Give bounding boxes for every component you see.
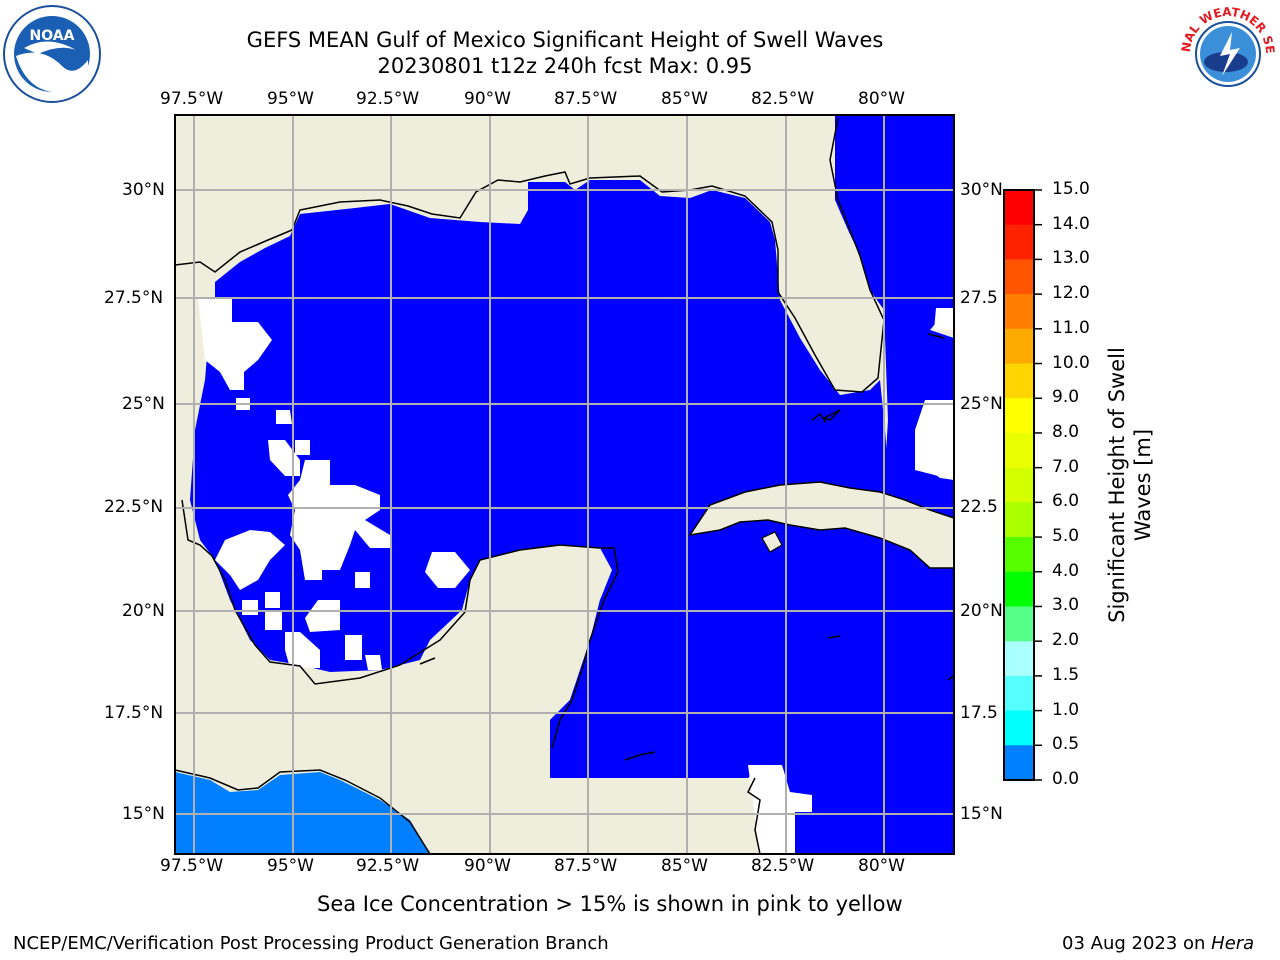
lat-label-left: 17.5°N xyxy=(104,703,164,723)
colorbar-tick-label: 7.0 xyxy=(1052,456,1080,477)
lon-label-bottom: 85°W xyxy=(661,856,708,876)
colorbar-tick-label: 11.0 xyxy=(1052,317,1090,338)
lat-label-right: 25°N xyxy=(960,394,1003,414)
lat-label-left: 27.5°N xyxy=(104,288,164,308)
missing-data-patches xyxy=(198,298,932,670)
lat-label-right: 20°N xyxy=(960,601,1003,621)
lon-label-bottom: 95°W xyxy=(267,856,314,876)
colorbar-tick-label: 4.0 xyxy=(1052,560,1080,581)
colorbar-segment xyxy=(1004,259,1034,295)
colorbar-segment xyxy=(1004,398,1034,434)
colorbar-segment xyxy=(1004,606,1034,642)
lon-label-top: 82.5°W xyxy=(751,89,815,109)
lat-label-left: 30°N xyxy=(122,180,165,200)
colorbar-frame xyxy=(1003,189,1035,781)
lon-label-top: 90°W xyxy=(464,89,511,109)
lon-label-top: 87.5°W xyxy=(554,89,618,109)
host-name: Hera xyxy=(1211,933,1255,954)
lon-label-bottom: 87.5°W xyxy=(554,856,618,876)
colorbar-tick-label: 8.0 xyxy=(1052,421,1080,442)
colorbar-segment xyxy=(1004,571,1034,607)
colorbar-segment xyxy=(1004,467,1034,503)
chart-title: GEFS MEAN Gulf of Mexico Significant Hei… xyxy=(246,28,884,52)
colorbar-tick-label: 9.0 xyxy=(1052,387,1080,408)
colorbar-segment xyxy=(1004,710,1034,746)
colorbar-segment xyxy=(1004,432,1034,469)
lat-label-right: 17.5 xyxy=(960,703,998,723)
date-text: 03 Aug 2023 on xyxy=(1062,933,1212,954)
colorbar-tick-label: 12.0 xyxy=(1052,283,1090,304)
lat-label-right: 22.5 xyxy=(960,497,998,517)
colorbar-tick-label: 15.0 xyxy=(1052,179,1090,199)
lat-label-right: 27.5 xyxy=(960,288,998,308)
lat-label-left: 15°N xyxy=(122,804,165,824)
colorbar-segment xyxy=(1004,294,1034,330)
lon-label-bottom: 92.5°W xyxy=(356,856,420,876)
colorbar-segment xyxy=(1004,190,1034,226)
chart-subtitle: 20230801 t12z 240h fcst Max: 0.95 xyxy=(377,54,753,78)
lon-label-bottom: 82.5°W xyxy=(751,856,815,876)
colorbar-segment xyxy=(1004,502,1034,538)
lon-label-bottom: 90°W xyxy=(464,856,511,876)
colorbar-segment xyxy=(1004,328,1034,365)
colorbar-segment xyxy=(1004,363,1034,399)
colorbar-label-line2: Waves [m] xyxy=(1131,428,1155,542)
date-footer: 03 Aug 2023 on Hera xyxy=(1062,933,1254,954)
colorbar-tick-label: 13.0 xyxy=(1052,248,1090,269)
coastlines xyxy=(175,117,954,854)
lon-label-bottom: 80°W xyxy=(858,856,905,876)
colorbar-tick-label: 1.0 xyxy=(1052,699,1080,720)
gridlines xyxy=(175,115,954,854)
lat-label-left: 20°N xyxy=(122,601,165,621)
sea-ice-note: Sea Ice Concentration > 15% is shown in … xyxy=(317,892,903,916)
map-frame xyxy=(174,114,955,855)
lon-label-top: 95°W xyxy=(267,89,314,109)
nws-logo-icon: NATIONAL WEATHER SERVICE xyxy=(1176,2,1278,104)
lon-label-top: 85°W xyxy=(661,89,708,109)
colorbar-tick-label: 0.5 xyxy=(1052,734,1080,755)
colorbar-tick-label: 0.0 xyxy=(1052,769,1080,789)
cuba-landmass xyxy=(688,481,954,569)
colorbar-tick-label: 1.5 xyxy=(1052,664,1080,685)
lat-label-right: 15°N xyxy=(960,804,1003,824)
colorbar-segment xyxy=(1004,675,1034,712)
caribbean-water xyxy=(550,528,954,854)
lon-label-top: 80°W xyxy=(858,89,905,109)
colorbar-tick-label: 14.0 xyxy=(1052,213,1090,234)
lat-label-left: 25°N xyxy=(122,394,165,414)
colorbar xyxy=(1003,189,1042,781)
colorbar-tick-label: 6.0 xyxy=(1052,491,1080,512)
colorbar-segment xyxy=(1004,745,1034,781)
lat-label-right: 30°N xyxy=(960,180,1003,200)
colorbar-label: Significant Height of Swell Waves [m] xyxy=(1104,335,1156,635)
lon-label-bottom: 97.5°W xyxy=(160,856,224,876)
lon-label-top: 92.5°W xyxy=(356,89,420,109)
colorbar-label-line1: Significant Height of Swell xyxy=(1105,347,1129,623)
noaa-logo-icon: NOAA xyxy=(3,5,101,103)
colorbar-segment xyxy=(1004,641,1034,677)
colorbar-segment xyxy=(1004,537,1034,573)
lon-label-top: 97.5°W xyxy=(160,89,224,109)
svg-text:NOAA: NOAA xyxy=(30,28,75,44)
lat-label-left: 22.5°N xyxy=(104,497,164,517)
organization-footer: NCEP/EMC/Verification Post Processing Pr… xyxy=(13,933,609,954)
colorbar-segment xyxy=(1004,224,1034,260)
colorbar-tick-label: 10.0 xyxy=(1052,352,1090,373)
colorbar-tick-label: 2.0 xyxy=(1052,630,1080,651)
colorbar-tick-label: 5.0 xyxy=(1052,526,1080,547)
colorbar-tick-label: 3.0 xyxy=(1052,595,1080,616)
